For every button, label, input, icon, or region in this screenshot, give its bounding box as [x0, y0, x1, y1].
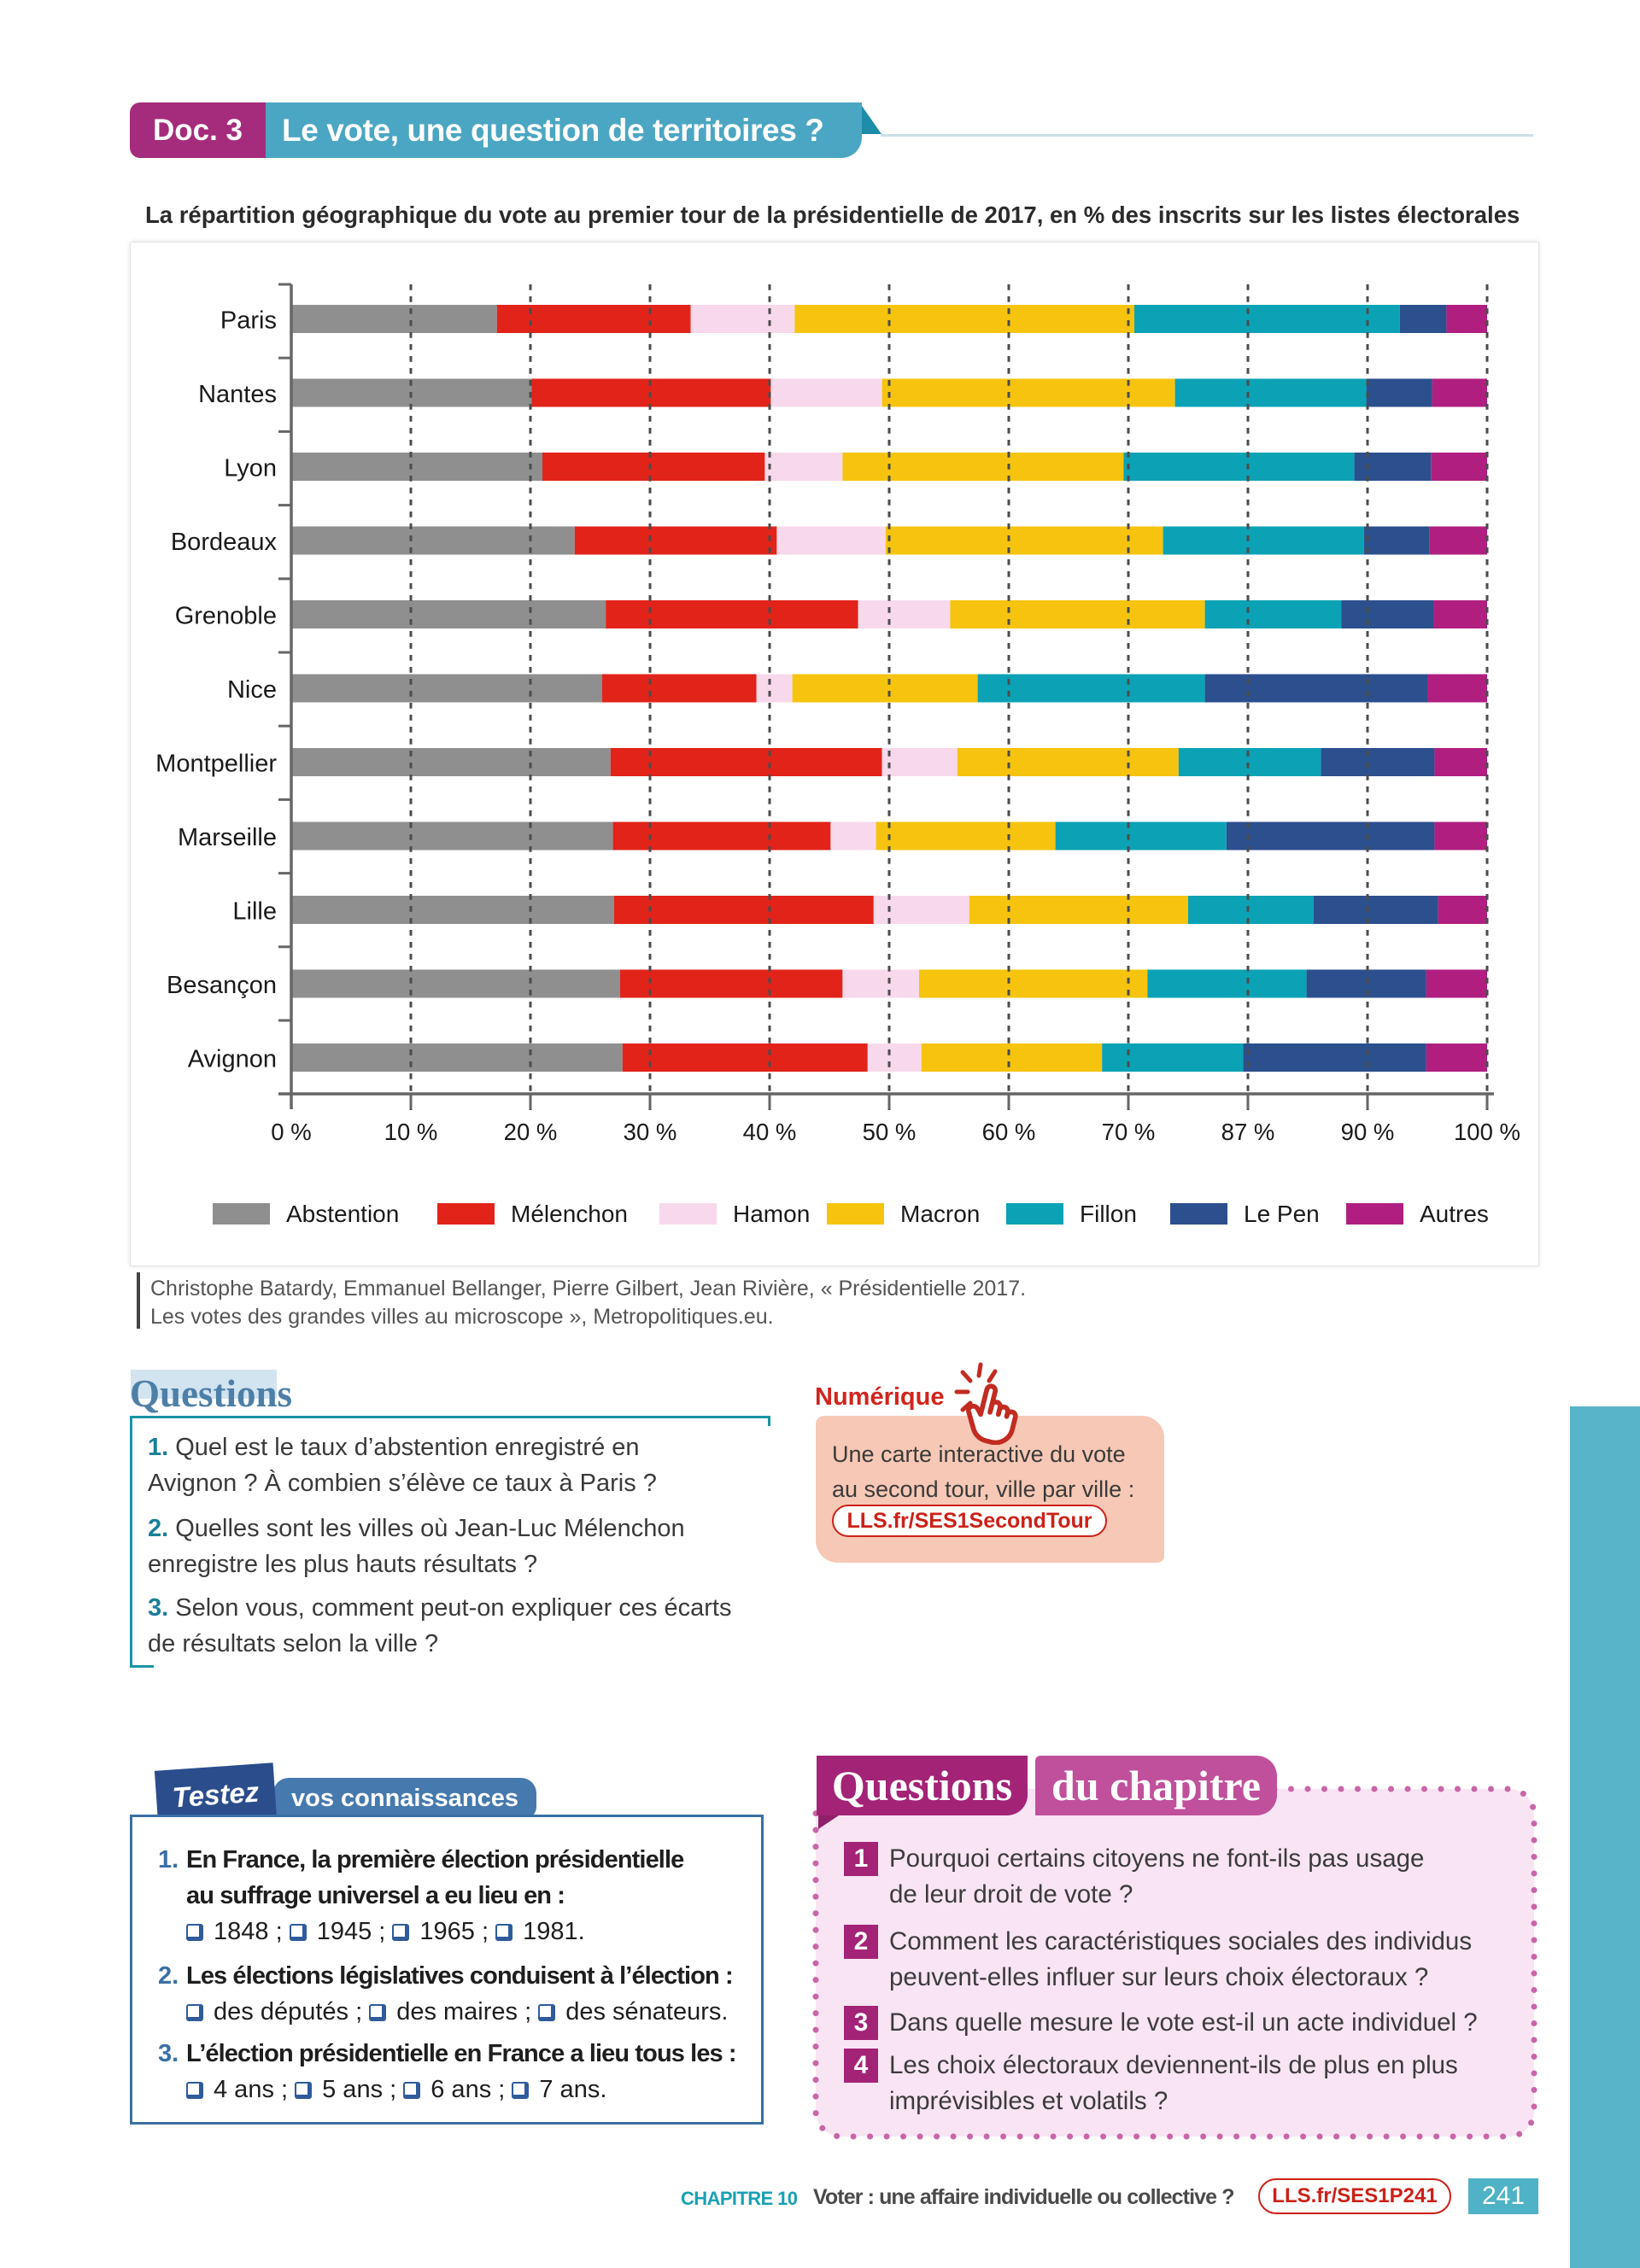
svg-text:Fillon: Fillon: [1080, 1201, 1137, 1227]
svg-text:40 %: 40 %: [743, 1119, 797, 1145]
svg-text:10 %: 10 %: [384, 1119, 438, 1145]
svg-text:0 %: 0 %: [271, 1119, 311, 1145]
svg-text:Nantes: Nantes: [198, 381, 277, 408]
svg-text:90 %: 90 %: [1341, 1119, 1395, 1145]
svg-text:Hamon: Hamon: [733, 1201, 810, 1227]
svg-text:60 %: 60 %: [982, 1119, 1036, 1145]
svg-text:50 %: 50 %: [863, 1119, 917, 1145]
svg-text:Lyon: Lyon: [224, 455, 277, 482]
svg-text:20 %: 20 %: [504, 1119, 558, 1145]
svg-text:Autres: Autres: [1420, 1201, 1489, 1227]
svg-text:Marseille: Marseille: [178, 824, 277, 851]
svg-text:Montpellier: Montpellier: [155, 751, 277, 778]
svg-text:Avignon: Avignon: [188, 1046, 277, 1073]
svg-text:Le Pen: Le Pen: [1244, 1201, 1320, 1227]
svg-text:Grenoble: Grenoble: [175, 603, 277, 630]
svg-text:Macron: Macron: [900, 1201, 980, 1227]
svg-text:Abstention: Abstention: [286, 1201, 399, 1227]
svg-text:87 %: 87 %: [1221, 1119, 1275, 1145]
svg-text:Bordeaux: Bordeaux: [171, 529, 278, 556]
svg-text:100 %: 100 %: [1454, 1119, 1520, 1145]
svg-text:70 %: 70 %: [1102, 1119, 1156, 1145]
svg-text:Besançon: Besançon: [167, 972, 277, 999]
svg-text:Mélenchon: Mélenchon: [511, 1201, 628, 1227]
svg-text:Nice: Nice: [227, 676, 277, 704]
svg-text:Paris: Paris: [220, 307, 277, 335]
svg-text:30 %: 30 %: [624, 1119, 677, 1145]
svg-text:Lille: Lille: [232, 898, 277, 926]
